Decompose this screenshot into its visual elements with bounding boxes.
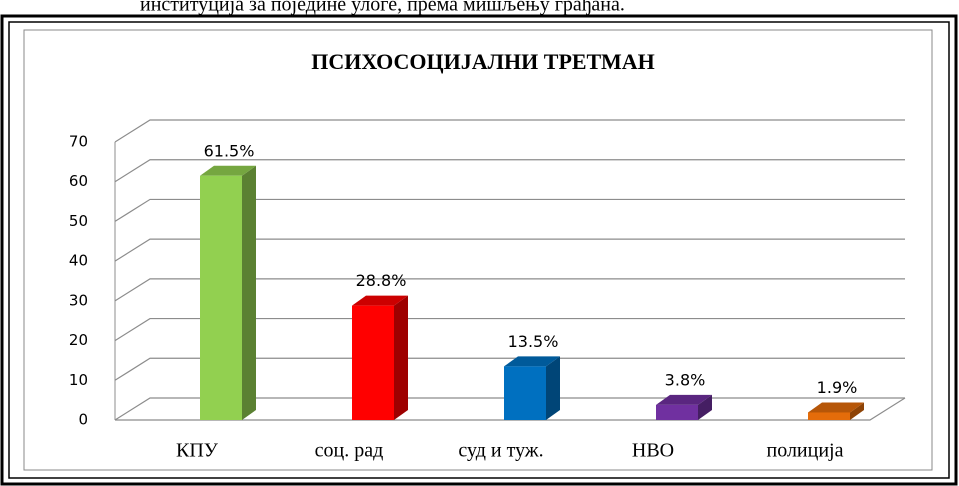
- value-label: 28.8%: [356, 271, 407, 290]
- value-label: 61.5%: [204, 141, 255, 160]
- y-tick-label: 20: [69, 331, 88, 349]
- y-tick-label: 0: [78, 411, 88, 429]
- caption: институција за поједине улоге, према миш…: [140, 0, 625, 16]
- y-tick-label: 10: [69, 371, 88, 389]
- grid-line: [114, 317, 905, 342]
- x-tick-label: НВО: [632, 440, 674, 462]
- y-tick-label: 60: [69, 172, 88, 190]
- grid-line: [114, 198, 905, 222]
- plot-frame: [23, 29, 933, 471]
- y-tick-label: 50: [69, 212, 88, 230]
- value-label: 13.5%: [508, 332, 559, 351]
- bar: [504, 366, 546, 420]
- grid-line: [114, 278, 905, 302]
- bar: [352, 305, 394, 420]
- grid-line: [114, 119, 905, 143]
- x-tick-label: соц. рад: [315, 440, 384, 462]
- x-tick-label: полиција: [767, 440, 844, 462]
- bar-side: [698, 394, 712, 420]
- bar-top: [808, 402, 864, 413]
- x-tick-label: КПУ: [176, 440, 219, 462]
- inner-frame: [8, 21, 950, 479]
- grid-line: [114, 159, 905, 183]
- bar-side: [242, 165, 256, 420]
- bar: [808, 412, 850, 420]
- y-tick-label: 40: [69, 252, 88, 270]
- bar-side: [394, 295, 408, 420]
- bar: [656, 404, 698, 420]
- outer-frame: [0, 14, 958, 486]
- x-tick-label: суд и туж.: [458, 440, 543, 462]
- bar-top: [656, 394, 712, 405]
- grid-line: [114, 238, 905, 262]
- grid-line: [114, 397, 905, 421]
- value-label: 3.8%: [665, 370, 706, 389]
- value-label: 1.9%: [817, 378, 858, 397]
- bar: [200, 175, 242, 420]
- bar-side: [850, 402, 864, 420]
- bar-side: [546, 356, 560, 420]
- grid-line: [114, 357, 905, 381]
- bar-top: [200, 165, 256, 176]
- y-tick-label: 70: [69, 133, 88, 151]
- bar-top: [504, 356, 560, 367]
- bar-top: [352, 295, 408, 306]
- chart-title: ПСИХОСОЦИЈАЛНИ ТРЕТМАН: [311, 49, 654, 74]
- y-tick-label: 30: [69, 291, 88, 309]
